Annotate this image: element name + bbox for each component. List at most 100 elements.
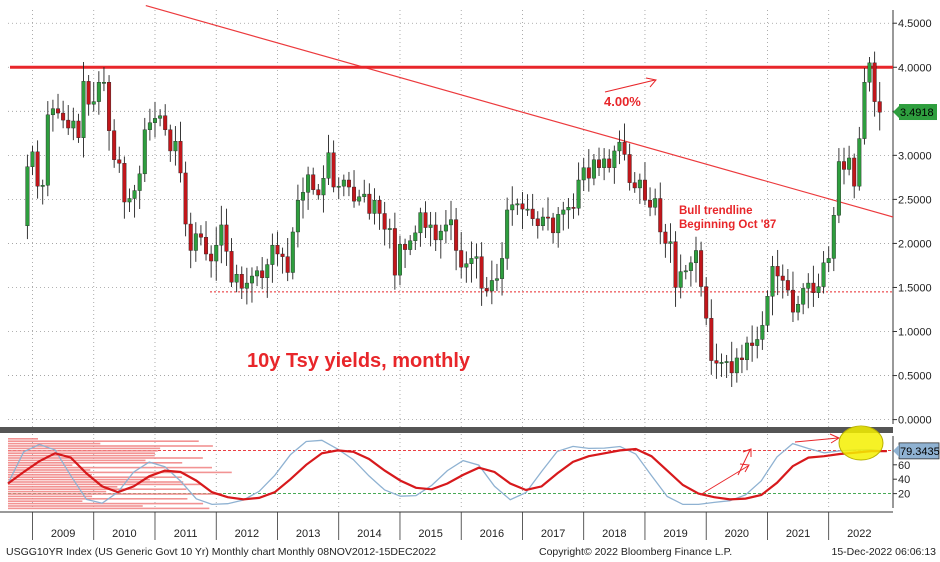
candle bbox=[397, 235, 402, 286]
osc-hist-bar bbox=[8, 498, 188, 500]
candle-body bbox=[724, 361, 729, 363]
candle bbox=[224, 208, 229, 266]
candle-body bbox=[648, 200, 653, 208]
candle-body bbox=[81, 81, 86, 138]
candle-body bbox=[780, 275, 785, 281]
candle-body bbox=[408, 240, 413, 250]
candle-body bbox=[642, 179, 647, 201]
candle-body bbox=[801, 288, 806, 305]
osc-hist-bar bbox=[8, 495, 93, 498]
osc-y-tick-label: 60 bbox=[898, 460, 910, 472]
candle bbox=[306, 166, 311, 210]
candle bbox=[790, 271, 795, 322]
candle bbox=[847, 145, 852, 176]
candle bbox=[627, 143, 632, 191]
osc-hist-bar bbox=[8, 507, 210, 510]
candle bbox=[551, 212, 556, 244]
candle bbox=[403, 238, 408, 268]
candle-body bbox=[306, 174, 311, 193]
candle bbox=[239, 266, 244, 299]
candle bbox=[658, 182, 663, 245]
candle bbox=[66, 105, 71, 135]
candle-body bbox=[260, 270, 265, 278]
y-tick-label: 0.0000 bbox=[898, 415, 932, 427]
osc-hist-bar bbox=[8, 476, 182, 478]
osc-hist-bar bbox=[8, 474, 92, 476]
candle bbox=[653, 188, 658, 216]
candle bbox=[673, 231, 678, 307]
osc-hist-bar bbox=[8, 486, 118, 488]
candle-body bbox=[219, 224, 224, 246]
candle bbox=[127, 188, 132, 212]
candle-body bbox=[382, 213, 387, 230]
candle-body bbox=[403, 244, 408, 250]
candle bbox=[688, 256, 693, 287]
osc-hist-bar bbox=[8, 469, 91, 471]
candle bbox=[418, 207, 423, 247]
candle-body bbox=[852, 157, 857, 187]
candle-body bbox=[35, 151, 40, 187]
candle-body bbox=[413, 232, 418, 241]
osc-hist-bar bbox=[8, 464, 73, 466]
candle bbox=[352, 170, 357, 208]
candle bbox=[852, 153, 857, 199]
candle bbox=[408, 235, 413, 256]
candle-body bbox=[91, 101, 96, 105]
candle-body bbox=[50, 108, 55, 116]
candle bbox=[40, 179, 45, 205]
x-tick-label: 2022 bbox=[847, 528, 871, 540]
candle-body bbox=[510, 204, 515, 211]
footer-center: Copyright© 2022 Bloomberg Finance L.P. bbox=[539, 546, 732, 558]
candle-body bbox=[280, 253, 285, 257]
candle bbox=[50, 99, 55, 132]
candle bbox=[331, 140, 336, 193]
candle bbox=[459, 232, 464, 279]
candle bbox=[530, 193, 535, 226]
candle bbox=[91, 82, 96, 112]
x-tick-label: 2011 bbox=[174, 528, 198, 540]
candle-body bbox=[392, 228, 397, 276]
candle bbox=[204, 221, 209, 261]
candle-body bbox=[25, 166, 30, 227]
candle bbox=[357, 189, 362, 206]
candle bbox=[173, 126, 178, 166]
candle bbox=[413, 225, 418, 251]
candle bbox=[96, 71, 101, 115]
candle-body bbox=[847, 157, 852, 170]
candle bbox=[816, 273, 821, 298]
candle-body bbox=[683, 270, 688, 273]
candle bbox=[780, 264, 785, 299]
candle-body bbox=[107, 82, 112, 131]
candle bbox=[107, 75, 112, 151]
candle-body bbox=[581, 167, 586, 181]
candle-body bbox=[249, 275, 254, 284]
last-value-text: 3.4918 bbox=[900, 107, 934, 119]
candle bbox=[811, 265, 816, 307]
candle bbox=[454, 207, 459, 271]
candle bbox=[668, 223, 673, 263]
candle-body bbox=[474, 256, 479, 259]
candle-body bbox=[816, 286, 821, 293]
candle bbox=[877, 81, 882, 131]
candle bbox=[341, 174, 346, 197]
candle-body bbox=[132, 190, 137, 199]
candle bbox=[622, 123, 627, 161]
candle bbox=[443, 210, 448, 244]
candle bbox=[489, 260, 494, 305]
candle-body bbox=[796, 304, 801, 313]
footer-right: 15-Dec-2022 06:06:13 bbox=[832, 546, 937, 558]
candle-body bbox=[341, 179, 346, 187]
candle bbox=[438, 224, 443, 259]
y-tick-label: 0.5000 bbox=[898, 371, 932, 383]
footer-left: USGG10YR Index (US Generic Govt 10 Yr) M… bbox=[6, 546, 436, 558]
candle-body bbox=[198, 233, 203, 238]
oscillator-last-value-tag: 79.3435 bbox=[893, 442, 940, 460]
candle-body bbox=[551, 217, 556, 234]
candle-body bbox=[352, 186, 357, 202]
candle bbox=[607, 149, 612, 173]
x-tick-label: 2019 bbox=[663, 528, 687, 540]
candle bbox=[290, 227, 295, 280]
candle-body bbox=[183, 172, 188, 225]
candle-body bbox=[71, 120, 76, 129]
candle bbox=[188, 212, 193, 269]
